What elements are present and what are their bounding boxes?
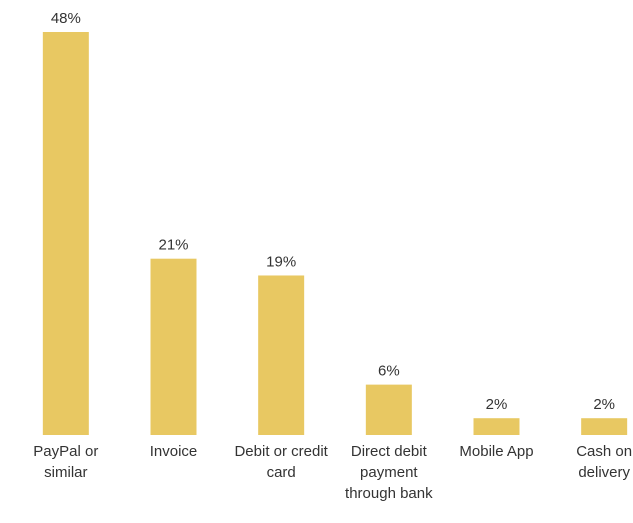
value-label: 48%	[51, 10, 81, 27]
x-tick-label: PayPal or similar	[33, 443, 99, 481]
x-tick-label: Mobile App	[459, 443, 534, 460]
x-tick-label: Invoice	[149, 443, 198, 460]
value-label: 2%	[486, 396, 508, 413]
x-tick-label: Cash on delivery	[576, 443, 633, 481]
value-label: 6%	[378, 363, 400, 380]
bar	[42, 32, 89, 435]
x-tick-label: Direct debit payment through bank	[345, 443, 433, 502]
value-label: 19%	[266, 253, 296, 270]
bar	[581, 418, 628, 435]
bar	[365, 384, 412, 435]
x-tick-label: Debit or credit card	[234, 443, 328, 481]
value-label: 2%	[593, 396, 615, 413]
value-label: 21%	[158, 237, 188, 254]
bar	[150, 258, 197, 435]
bar	[258, 275, 305, 435]
bar	[473, 418, 520, 435]
